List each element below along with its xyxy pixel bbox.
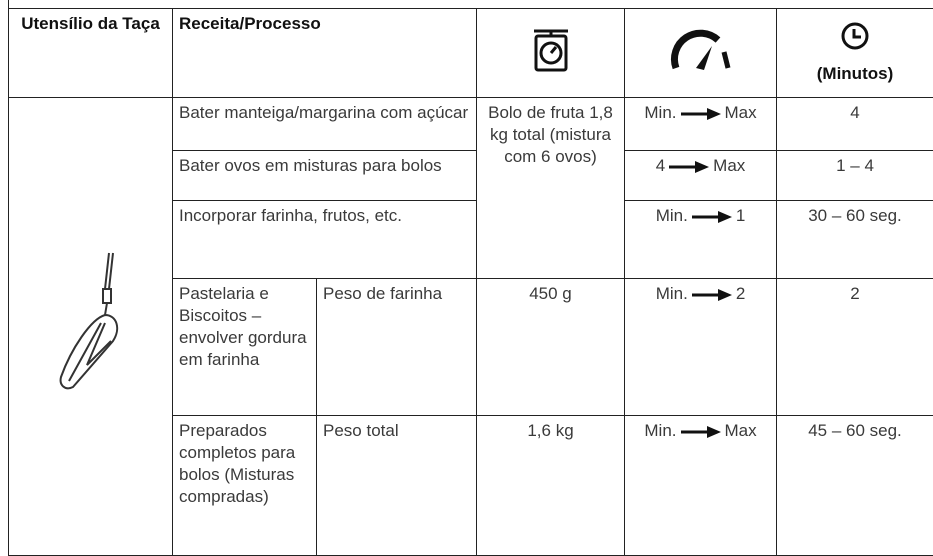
utensil-cell [9,98,173,556]
scale-icon [530,27,572,73]
time-cell: 1 – 4 [777,151,933,201]
clock-icon [840,21,870,51]
arrow [681,108,721,120]
scale-icon-cell [477,9,625,98]
arrow [692,289,732,301]
time-unit: (Minutos) [783,63,927,85]
speed-from: 4 [656,156,665,175]
process-cell: Bater ovos em misturas para bolos [173,151,477,201]
settings-table: Utensílio da Taça Receita/Processo (Minu… [8,8,933,556]
speed-cell: 4 Max [625,151,777,201]
speed-icon [668,28,734,72]
speed-from: Min. [656,206,688,225]
detail-cell: Peso de farinha [317,279,477,416]
quantity-cell: 1,6 kg [477,416,625,556]
quantity-cell: Bolo de fruta 1,8 kg total (mistura com … [477,98,625,279]
header-cell: Utensílio da Taça [9,9,173,98]
time-cell: 2 [777,279,933,416]
time-cell: 30 – 60 seg. [777,201,933,279]
arrow [669,161,709,173]
process-cell: Incorporar farinha, frutos, etc. [173,201,477,279]
process-cell: Preparados completos para bolos (Mistura… [173,416,317,556]
arrow [692,211,732,223]
process-cell: Pastelaria e Biscoitos – envolver gordur… [173,279,317,416]
row: Bater manteiga/margarina com açúcar Bolo… [9,98,933,151]
speed-from: Min. [644,103,676,122]
speed-from: Min. [644,421,676,440]
speed-from: Min. [656,284,688,303]
header-cell: Receita/Processo [173,9,477,98]
speed-cell: Min. Max [625,98,777,151]
speed-cell: Min. 2 [625,279,777,416]
speed-cell: Min. Max [625,416,777,556]
speed-icon-cell [625,9,777,98]
quantity-cell: 450 g [477,279,625,416]
process-cell: Bater manteiga/margarina com açúcar [173,98,477,151]
time-cell: 45 – 60 seg. [777,416,933,556]
speed-to: Max [725,421,757,440]
speed-to: Max [725,103,757,122]
beater-icon [51,249,131,399]
speed-to: 1 [736,206,745,225]
speed-to: Max [713,156,745,175]
speed-to: 2 [736,284,745,303]
detail-cell: Peso total [317,416,477,556]
header-row: Utensílio da Taça Receita/Processo (Minu… [9,9,933,98]
time-cell: 4 [777,98,933,151]
speed-cell: Min. 1 [625,201,777,279]
arrow [681,426,721,438]
time-header-cell: (Minutos) [777,9,933,98]
